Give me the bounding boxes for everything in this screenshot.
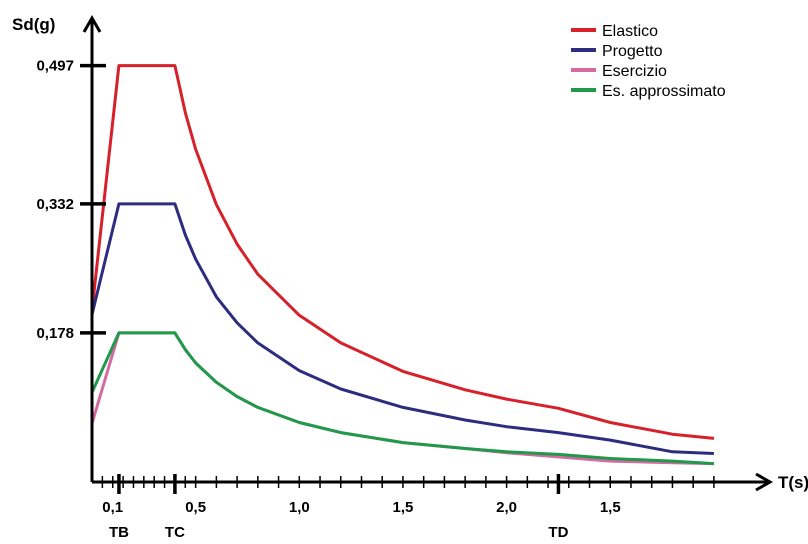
- y-tick-label: 0,332: [36, 196, 74, 213]
- y-tick-label: 0,178: [36, 325, 74, 342]
- period-label: TC: [165, 524, 185, 541]
- legend: Elastico Progetto Esercizio Es. approssimat…: [571, 23, 726, 100]
- period-label: TD: [548, 524, 568, 541]
- legend-label: Progetto: [602, 43, 663, 60]
- x-tick-label: 0,1: [102, 499, 123, 516]
- legend-label: Elastico: [602, 23, 658, 40]
- x-tick-label: 2,0: [496, 499, 517, 516]
- axes-layer: Sd(g) T(s): [12, 14, 808, 492]
- ticks-layer: 0,1 0,5 1,0 1,5 2,0 1,5 TB TC TD 0,497 0,332 0,178: [36, 58, 715, 541]
- x-tick-label: 0,5: [185, 499, 206, 516]
- series-layer: [90, 64, 715, 466]
- series-line-4: [90, 331, 714, 466]
- series-line-1: [90, 64, 715, 440]
- y-tick-label: 0,497: [36, 58, 74, 75]
- x-tick-label: 1,0: [289, 499, 310, 516]
- x-tick-label: 1,5: [393, 499, 414, 516]
- x-axis-title: T(s): [778, 473, 808, 492]
- legend-label: Esercizio: [602, 63, 667, 80]
- legend-label: Es. approssimato: [602, 83, 726, 100]
- series-line-2: [90, 202, 714, 455]
- period-label: TB: [109, 524, 129, 541]
- y-axis-title: Sd(g): [12, 15, 55, 34]
- x-tick-label: 1,5: [600, 499, 621, 516]
- y-axis-arrow-icon: [82, 14, 102, 33]
- x-axis-arrow-icon: [755, 472, 774, 492]
